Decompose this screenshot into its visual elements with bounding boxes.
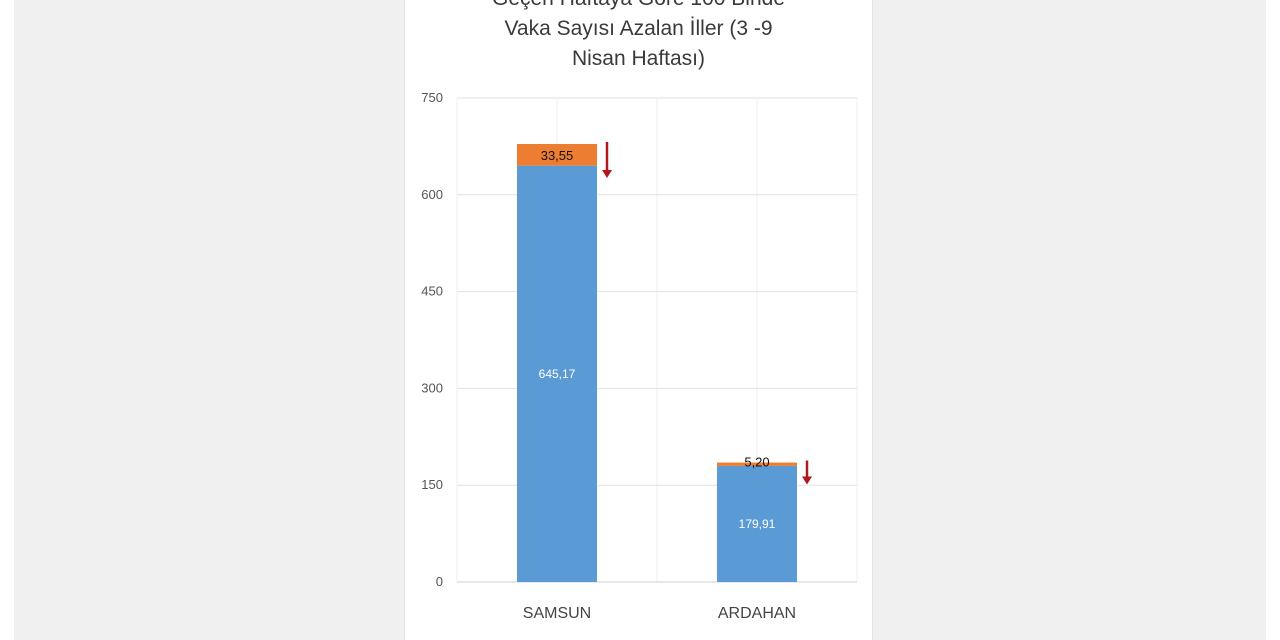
bar-segment <box>717 462 797 466</box>
bar-segment <box>517 143 597 166</box>
y-tick-label: 150 <box>421 477 443 492</box>
y-tick-label: 750 <box>421 90 443 105</box>
y-tick-label: 600 <box>421 187 443 202</box>
data-label: 33,55 <box>541 148 574 163</box>
chart-title-line-2: Vaka Sayısı Azalan İller (3 -9 <box>504 17 773 40</box>
chart-title-line-1: Geçen Haftaya Göre 100 Binde <box>405 0 872 14</box>
y-tick-label: 450 <box>421 284 443 299</box>
x-tick-label: ARDAHAN <box>718 605 796 622</box>
chart-card: Geçen Haftaya Göre 100 Binde Vaka Sayısı… <box>405 0 872 640</box>
data-label: 5,20 <box>744 455 769 470</box>
data-label: 179,91 <box>739 517 776 531</box>
x-tick-label: SAMSUN <box>523 605 591 622</box>
y-tick-label: 0 <box>436 574 443 589</box>
chart-title-line-3: Nisan Haftası) <box>571 47 706 70</box>
down-arrow-icon <box>802 460 812 485</box>
chart-title: Geçen Haftaya Göre 100 Binde Vaka Sayısı… <box>405 0 872 74</box>
right-margin <box>1266 0 1280 640</box>
y-tick-label: 300 <box>421 380 443 395</box>
bar-segment <box>717 465 797 582</box>
data-label: 645,17 <box>539 367 576 381</box>
left-margin <box>0 0 14 640</box>
bar-chart: 0 150 300 450 600 750 645,17 33,55 SAMSUN 179,91 5… <box>421 90 858 622</box>
down-arrow-icon <box>602 141 612 178</box>
bar-segment <box>517 165 597 582</box>
